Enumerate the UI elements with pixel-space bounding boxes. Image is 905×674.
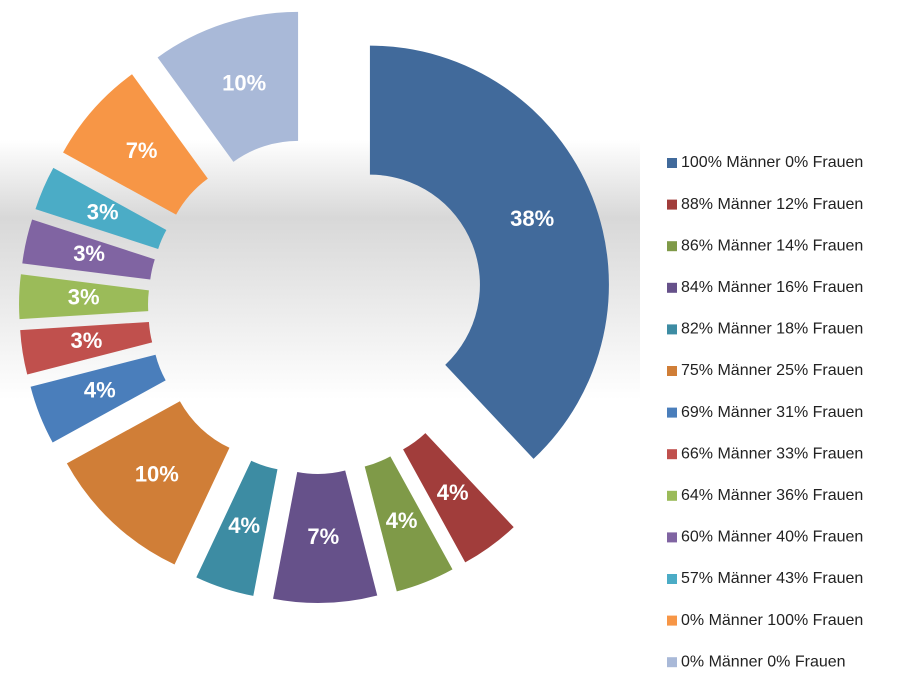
legend-swatch <box>667 282 677 293</box>
legend-swatch <box>667 158 677 168</box>
legend-label: 66% Männer 33% Frauen <box>681 445 863 462</box>
data-label: 3% <box>68 285 100 310</box>
legend-swatch <box>667 366 677 376</box>
legend-label: 86% Männer 14% Frauen <box>681 237 863 254</box>
data-label: 7% <box>126 138 158 163</box>
legend-swatch <box>667 615 677 626</box>
legend-swatch <box>667 490 677 501</box>
legend-label: 75% Männer 25% Frauen <box>681 362 863 379</box>
data-label: 3% <box>73 241 105 266</box>
legend-label: 84% Männer 16% Frauen <box>681 279 863 296</box>
slice <box>19 274 149 320</box>
data-label: 3% <box>70 328 102 353</box>
legend-label: 69% Männer 31% Frauen <box>681 404 863 421</box>
slice <box>20 321 153 375</box>
data-label: 4% <box>437 480 469 505</box>
slice <box>157 11 299 162</box>
legend-label: 60% Männer 40% Frauen <box>681 529 863 546</box>
data-label: 4% <box>386 508 418 533</box>
legend-swatch <box>667 407 677 418</box>
legend-swatch <box>667 574 677 584</box>
data-label: 7% <box>307 524 339 549</box>
legend-label: 0% Männer 0% Frauen <box>681 653 846 670</box>
slice <box>273 470 378 603</box>
slice <box>22 219 155 280</box>
slice <box>66 401 230 565</box>
legend-swatch <box>667 324 677 335</box>
data-label: 3% <box>87 199 119 224</box>
slice <box>196 460 278 596</box>
slice <box>35 167 167 249</box>
data-label: 38% <box>510 206 554 231</box>
data-label: 10% <box>222 71 266 96</box>
slice <box>369 45 609 459</box>
legend-swatch <box>667 657 677 668</box>
slice <box>364 456 453 592</box>
data-label: 4% <box>84 377 116 402</box>
data-label: 10% <box>135 461 179 486</box>
slice <box>63 74 208 215</box>
legend-swatch <box>667 449 677 460</box>
slice <box>30 354 166 443</box>
legend-label: 100% Männer 0% Frauen <box>681 154 863 171</box>
legend-label: 0% Männer 100% Frauen <box>681 612 863 629</box>
legend-label: 88% Männer 12% Frauen <box>681 196 863 213</box>
data-label: 4% <box>228 513 260 538</box>
legend-swatch <box>667 241 677 252</box>
legend-label: 64% Männer 36% Frauen <box>681 487 863 504</box>
legend-swatch <box>667 199 677 210</box>
slice <box>403 433 514 563</box>
legend-label: 57% Männer 43% Frauen <box>681 570 863 587</box>
legend-swatch <box>667 532 677 543</box>
legend-label: 82% Männer 18% Frauen <box>681 321 863 338</box>
